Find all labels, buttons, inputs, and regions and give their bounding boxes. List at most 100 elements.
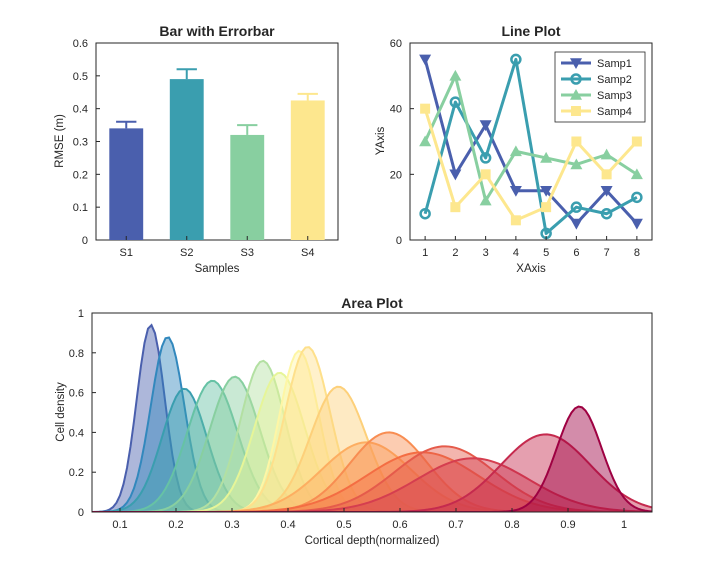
line-y-ticks: 0 20 40 60 <box>390 38 414 247</box>
point-Samp3 <box>540 151 553 163</box>
area-outline-10 <box>92 385 652 512</box>
legend-label-Samp4: Samp4 <box>597 106 632 118</box>
point-Samp2 <box>479 152 492 164</box>
bar-chart-panel: 0 0.1 0.2 0.3 0.4 0.5 0.6 S1 S2 S3 S4 Bar with Er… <box>54 23 339 275</box>
bar-y-label: RMSE (m) <box>54 114 66 168</box>
area-fill-6 <box>92 360 652 512</box>
area-outline-5 <box>92 375 652 512</box>
point-Samp4 <box>480 169 491 180</box>
line-marks <box>419 53 643 240</box>
bar-x-tick-label: S2 <box>180 247 193 259</box>
line-x-label: XAxis <box>516 263 546 275</box>
line-y-tick-label: 0 <box>396 235 402 247</box>
point-Samp2 <box>419 207 431 220</box>
point-Samp4 <box>571 136 582 147</box>
area-y-tick-label: 0.2 <box>69 467 84 479</box>
line-x-tick-label: 5 <box>543 247 549 259</box>
legend-label-Samp2: Samp2 <box>597 74 632 86</box>
bar-y-tick-label: 0.2 <box>73 169 88 181</box>
area-x-tick-label: 0.4 <box>280 519 295 531</box>
area-x-tick-label: 0.7 <box>448 519 463 531</box>
line-Samp4 <box>423 108 638 222</box>
point-Samp1 <box>600 185 613 197</box>
bar-chart-title: Bar with Errorbar <box>159 23 275 39</box>
area-outline-1 <box>92 323 652 512</box>
bar-S3 <box>230 134 265 240</box>
point-Samp4 <box>510 215 521 226</box>
legend-label-Samp1: Samp1 <box>597 58 632 70</box>
area-plot-frame <box>91 312 653 513</box>
area-x-tick-label: 0.5 <box>336 519 351 531</box>
area-y-label: Cell density <box>55 382 67 442</box>
area-x-label: Cortical depth(normalized) <box>305 535 440 547</box>
line-x-tick-label: 6 <box>573 247 579 259</box>
line-Samp3 <box>423 74 638 203</box>
line-x-tick-label: 2 <box>452 247 458 259</box>
area-y-tick-label: 0.8 <box>69 348 84 360</box>
area-x-tick-label: 1 <box>621 519 627 531</box>
point-Samp3 <box>509 145 522 157</box>
bar-S4 <box>290 100 325 240</box>
area-fill-4 <box>92 380 652 512</box>
point-Samp3 <box>419 135 432 147</box>
legend-marker-Samp2 <box>570 73 582 85</box>
line-y-tick-label: 60 <box>390 38 402 50</box>
point-Samp4 <box>541 202 552 213</box>
bar-y-tick-label: 0.4 <box>73 104 88 116</box>
point-Samp3 <box>479 194 492 206</box>
point-Samp2 <box>570 201 583 213</box>
bar-y-tick-label: 0 <box>82 235 88 247</box>
line-y-tick-label: 20 <box>390 169 402 181</box>
area-fill-11 <box>92 442 652 512</box>
area-x-ticks: 0.1 0.2 0.3 0.4 0.5 0.6 0.7 0.8 0.9 1 <box>112 508 627 531</box>
legend-marker-Samp4 <box>571 106 581 116</box>
line-x-tick-label: 7 <box>604 247 610 259</box>
point-Samp1 <box>419 54 432 66</box>
point-Samp3 <box>570 158 583 170</box>
area-chart-title: Area Plot <box>341 295 403 311</box>
area-x-tick-label: 0.2 <box>168 519 183 531</box>
area-x-tick-label: 0.8 <box>504 519 519 531</box>
area-outline-15 <box>92 457 652 512</box>
area-fill-1 <box>92 325 652 512</box>
point-Samp3 <box>630 168 643 180</box>
line-x-tick-label: 1 <box>422 247 428 259</box>
area-y-tick-label: 1 <box>78 308 84 320</box>
area-x-tick-label: 0.3 <box>224 519 239 531</box>
area-chart-panel: 00.20.40.60.81 0.1 0.2 0.3 0.4 0.5 0.6 0.7 0.8 0… <box>55 295 653 547</box>
point-Samp4 <box>450 202 461 213</box>
area-fill-13 <box>92 452 652 512</box>
point-Samp2 <box>510 53 522 66</box>
area-fill-15 <box>92 458 652 512</box>
area-outline-3 <box>92 387 652 512</box>
point-Samp4 <box>420 103 431 114</box>
bar-y-tick-label: 0.5 <box>73 71 88 83</box>
point-Samp1 <box>509 185 522 197</box>
area-outline-14 <box>92 445 652 512</box>
area-outline-17 <box>92 405 652 512</box>
area-y-ticks: 0 0.2 0.4 0.6 0.8 1 <box>69 308 96 519</box>
area-marks <box>92 323 652 512</box>
point-Samp3 <box>449 69 462 81</box>
line-y-label: YAxis <box>375 126 387 155</box>
point-Samp1 <box>630 218 643 230</box>
bar-S1 <box>109 128 144 240</box>
point-Samp1 <box>540 185 553 197</box>
line-chart-title: Line Plot <box>501 23 560 39</box>
area-fill-14 <box>92 446 652 512</box>
bar-x-tick-label: S3 <box>241 247 254 259</box>
bar-S2 <box>169 79 204 240</box>
bar-y-tick-label: 0.6 <box>73 38 88 50</box>
area-fill-10 <box>92 386 652 512</box>
line-x-tick-label: 4 <box>513 247 519 259</box>
point-Samp2 <box>631 191 643 204</box>
area-x-tick-label: 0.1 <box>112 519 127 531</box>
area-outline-4 <box>92 379 652 512</box>
area-outline-2 <box>92 336 652 512</box>
area-x-tick-label: 0.6 <box>392 519 407 531</box>
area-x-tick-label: 0.9 <box>560 519 575 531</box>
point-Samp1 <box>479 120 492 132</box>
bar-x-ticks: S1 S2 S3 S4 <box>120 236 314 259</box>
bar-x-label: Samples <box>195 263 240 275</box>
